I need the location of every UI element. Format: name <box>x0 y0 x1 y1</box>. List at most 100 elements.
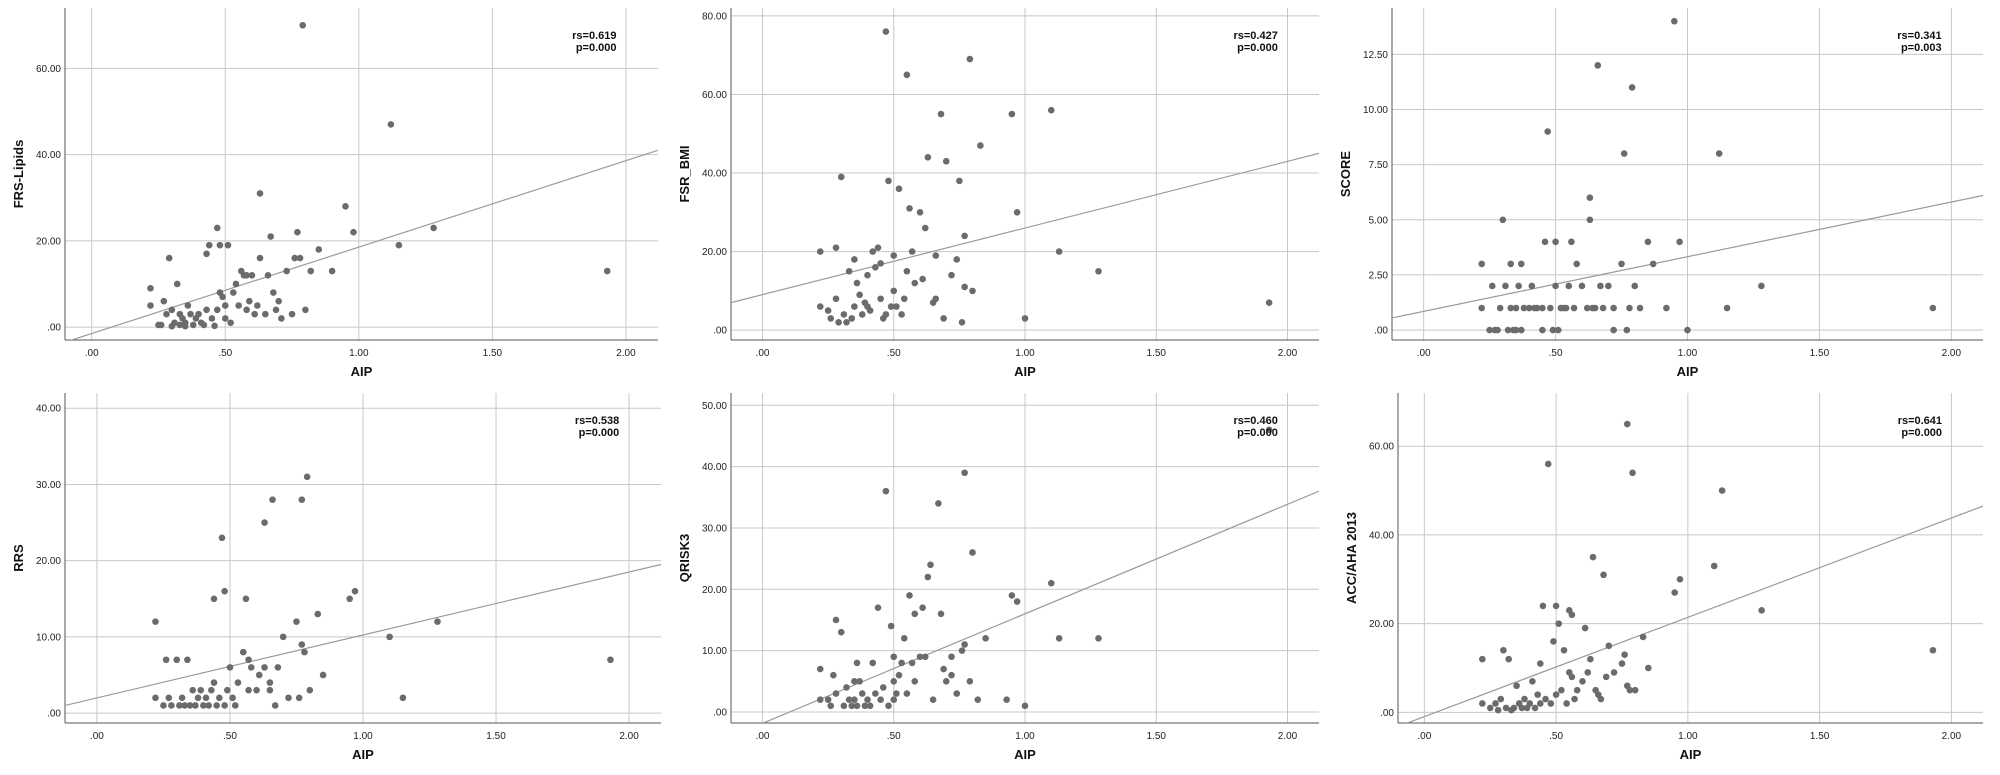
data-point <box>958 319 966 326</box>
data-point <box>1591 304 1599 312</box>
y-tick-label: .00 <box>47 323 61 334</box>
y-axis-label: FRS-Lipids <box>11 140 26 209</box>
data-point <box>1520 304 1528 312</box>
data-point <box>1671 589 1678 596</box>
data-point <box>1594 62 1602 69</box>
regression-line <box>1392 194 1983 319</box>
data-point <box>900 635 908 642</box>
data-point <box>1597 282 1604 290</box>
data-point <box>1552 282 1559 290</box>
data-point <box>824 696 832 703</box>
data-point <box>298 641 306 648</box>
data-point <box>877 295 884 303</box>
data-point <box>1512 304 1520 312</box>
data-point <box>162 656 170 664</box>
data-point <box>1536 660 1544 667</box>
data-point <box>245 686 252 694</box>
y-axis-label: QRISK3 <box>677 534 692 582</box>
x-tick-label: .00 <box>756 731 770 742</box>
data-point <box>1636 304 1644 312</box>
data-point <box>864 303 871 310</box>
data-point <box>885 177 892 185</box>
x-tick-label: 2.00 <box>1278 731 1298 742</box>
data-point <box>1013 209 1021 216</box>
data-point <box>872 690 879 697</box>
data-point <box>1478 304 1486 312</box>
data-point <box>1544 460 1552 468</box>
data-point <box>262 310 269 318</box>
data-point <box>851 677 858 685</box>
data-point <box>1568 238 1575 246</box>
data-point <box>1626 686 1634 694</box>
data-point <box>430 224 437 232</box>
data-point <box>851 303 858 310</box>
y-tick-label: 20.00 <box>36 236 61 247</box>
data-point <box>898 311 905 318</box>
data-point <box>239 648 247 656</box>
data-point <box>1631 686 1639 694</box>
data-point <box>301 648 308 656</box>
data-point <box>195 310 202 318</box>
x-tick-label: 1.50 <box>483 348 503 359</box>
data-point <box>298 496 306 503</box>
data-point <box>163 310 170 318</box>
data-point <box>882 487 890 495</box>
plot-area <box>65 8 658 340</box>
data-point <box>219 293 226 301</box>
data-point <box>1581 624 1589 632</box>
data-point <box>184 302 192 309</box>
data-point <box>254 302 261 309</box>
data-point <box>906 592 913 599</box>
data-point <box>253 686 260 694</box>
scatter-panel-fsr-bmi: .00 .50 1.00 1.50 2.00 .00 20.00 40.00 60.00 80.0… <box>677 8 1319 379</box>
data-point <box>1600 571 1607 579</box>
x-tick-label: 1.50 <box>1810 731 1830 742</box>
data-point <box>851 696 858 703</box>
x-tick-label: .50 <box>223 731 237 742</box>
x-axis-label: AIP <box>1014 364 1036 379</box>
data-point <box>843 319 850 326</box>
x-tick-label: .50 <box>1549 348 1563 359</box>
data-point <box>911 677 919 685</box>
data-point <box>853 279 861 287</box>
data-point <box>1628 84 1636 91</box>
scatter-panel-score: .00 .50 1.00 1.50 2.00 .00 2.50 5.00 7.50 10.00 12… <box>1338 8 1983 379</box>
data-point <box>181 322 189 330</box>
data-point <box>956 177 963 185</box>
data-point <box>1671 17 1678 25</box>
data-point <box>157 321 165 329</box>
rs-annotation: rs=0.427 <box>1233 30 1277 42</box>
data-point <box>840 702 848 710</box>
data-point <box>853 702 861 710</box>
data-point <box>1684 326 1691 334</box>
data-point <box>1533 304 1541 312</box>
data-point <box>1718 487 1726 494</box>
data-point <box>255 671 263 679</box>
data-point <box>235 302 242 309</box>
data-point <box>1610 326 1617 334</box>
data-point <box>1496 304 1504 312</box>
data-point <box>924 154 932 161</box>
data-point <box>346 595 353 603</box>
data-point <box>837 173 845 181</box>
data-point <box>832 244 840 251</box>
data-point <box>211 322 218 330</box>
data-point <box>165 694 173 702</box>
data-point <box>1562 304 1570 312</box>
scatter-panel-acc-aha: .00 .50 1.00 1.50 2.00 .00 20.00 40.00 60.00 ACC… <box>1344 393 1983 762</box>
data-point <box>1649 260 1657 268</box>
data-point <box>1021 315 1029 322</box>
data-point <box>940 315 947 322</box>
data-point <box>168 702 175 709</box>
data-point <box>176 321 184 329</box>
x-tick-label: 1.50 <box>1147 731 1167 742</box>
data-point <box>1541 238 1549 246</box>
data-point <box>919 275 926 283</box>
data-point <box>921 653 929 661</box>
data-point <box>1621 651 1628 658</box>
data-point <box>953 256 961 263</box>
data-point <box>1507 260 1515 268</box>
data-point <box>1602 673 1610 681</box>
data-point <box>1494 706 1502 714</box>
data-point <box>1550 638 1557 645</box>
